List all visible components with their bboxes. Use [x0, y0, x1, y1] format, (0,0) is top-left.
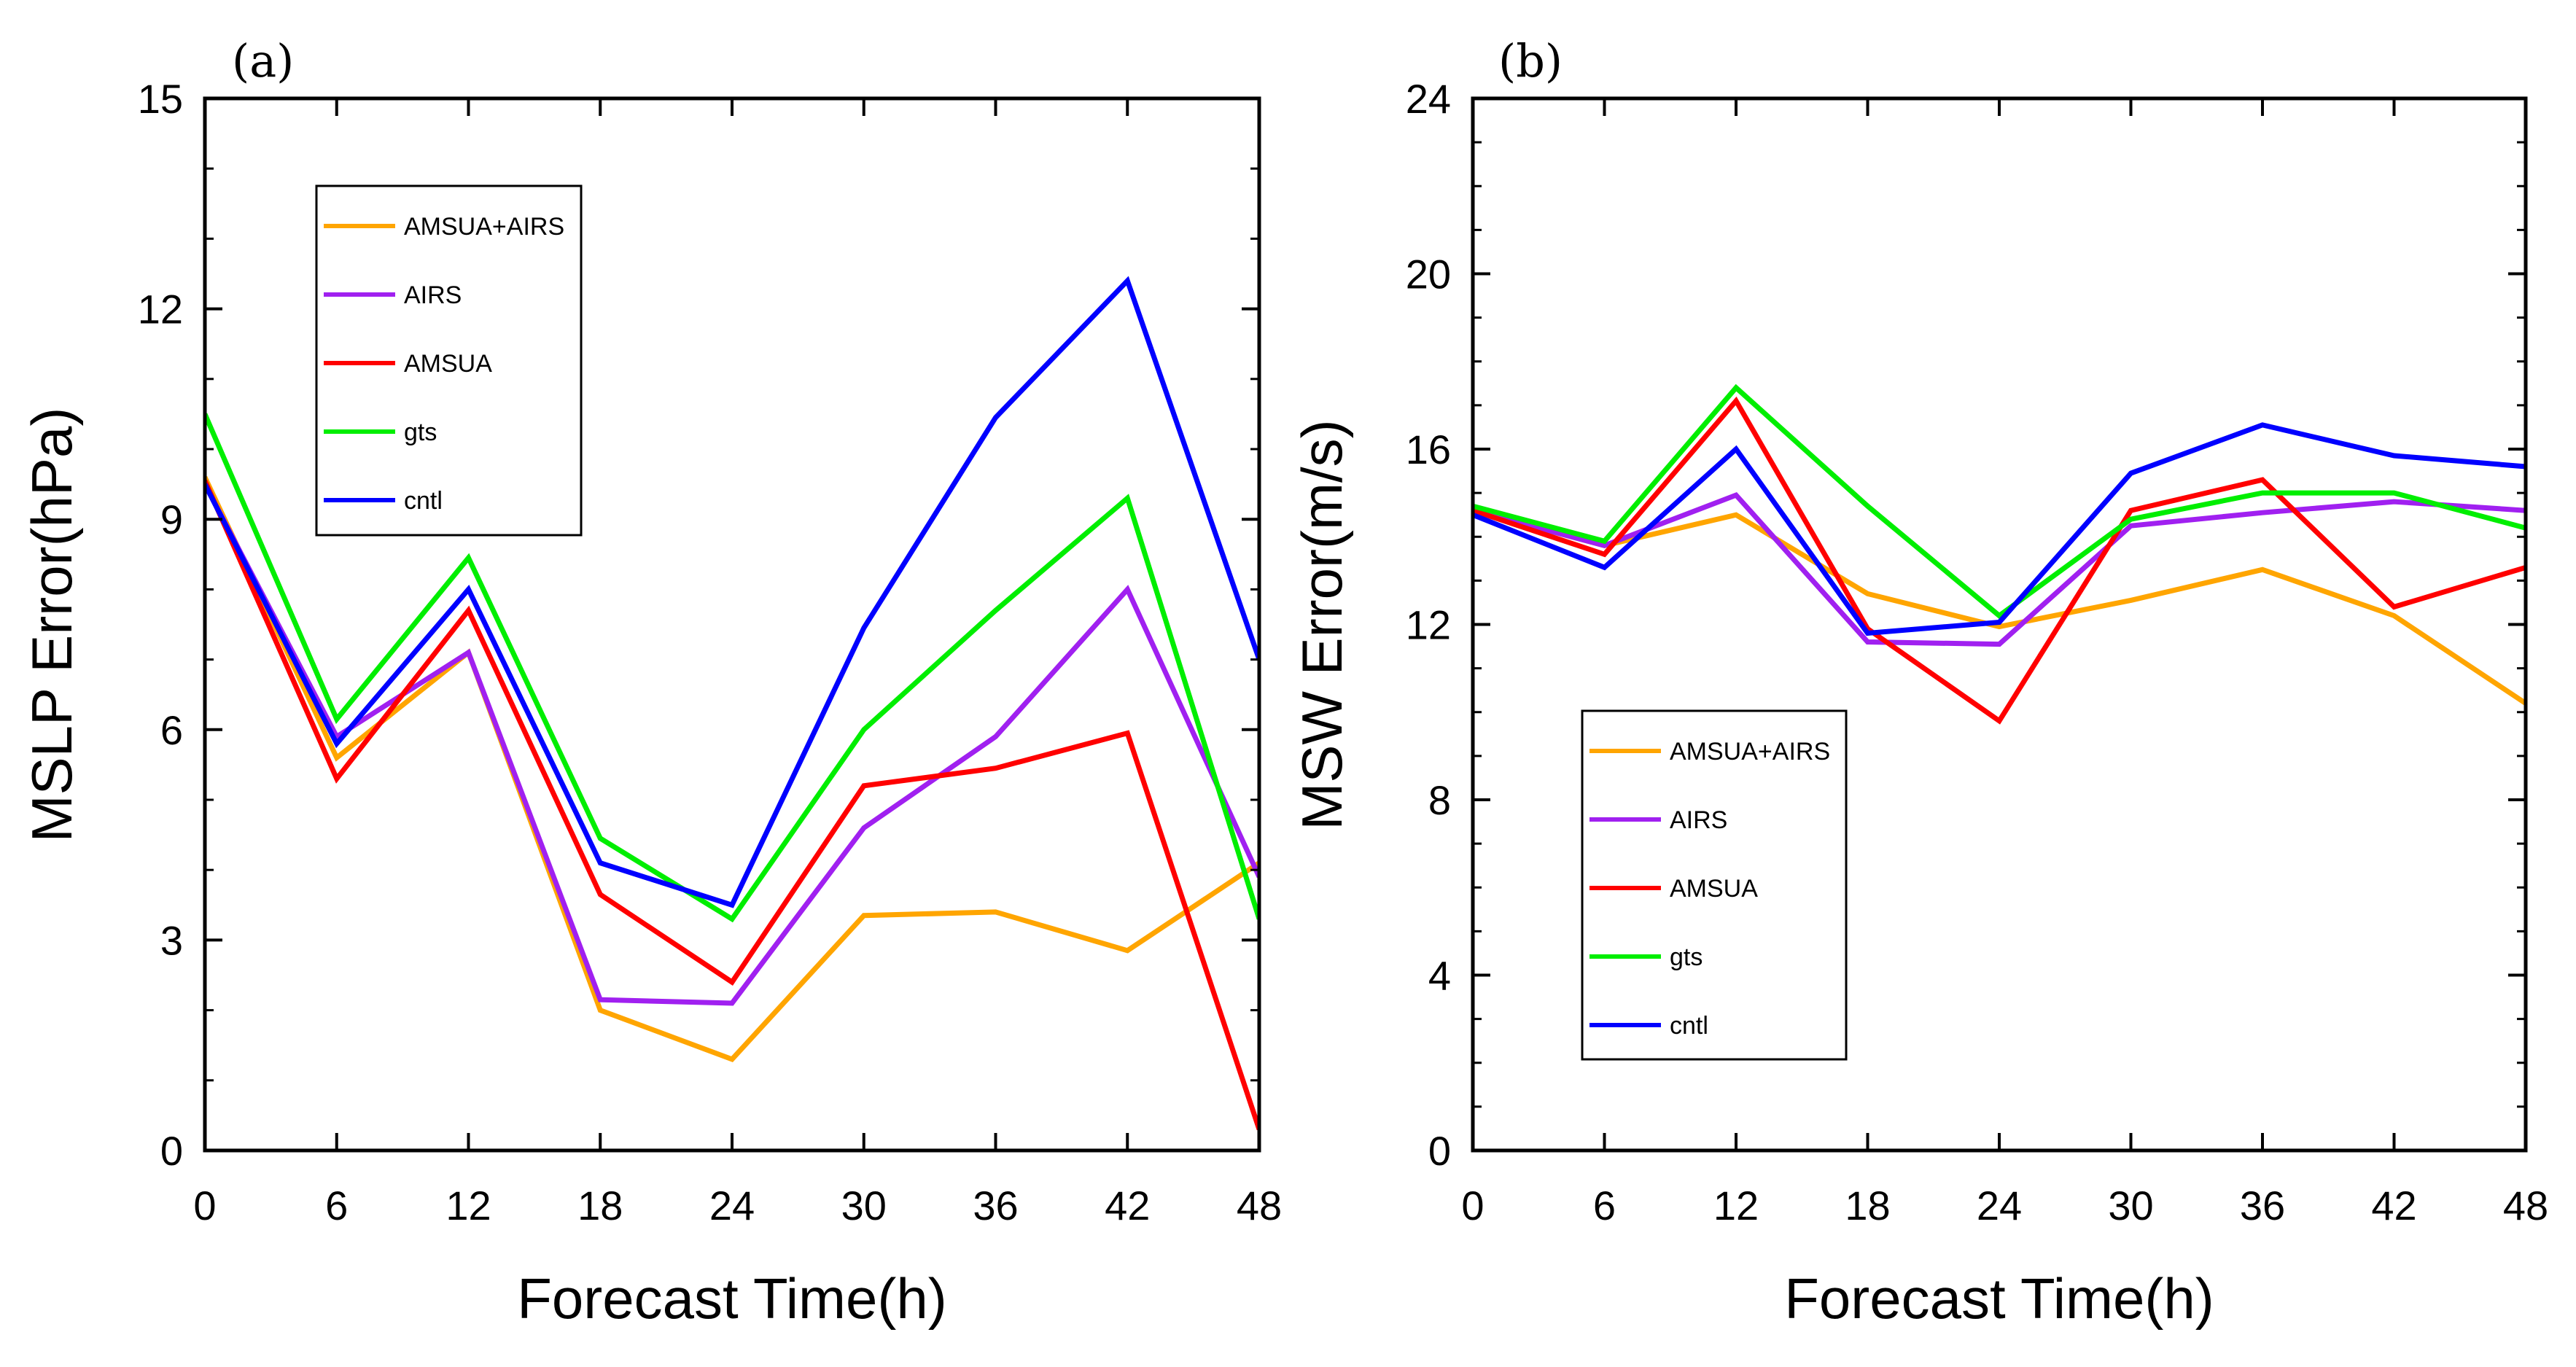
- panel-a-x-tick-label: 36: [973, 1183, 1018, 1228]
- panel-a-legend-label-cntl: cntl: [404, 487, 443, 515]
- panel-a-legend-box: [315, 184, 583, 537]
- panel-b-series-gts-line: [1473, 383, 2526, 619]
- panel-a-x-tick-label: 42: [1105, 1183, 1150, 1228]
- panel-b-y-tick-label: 12: [1406, 602, 1451, 648]
- panel-b-series-amsua-airs-line: [1473, 507, 2526, 706]
- panel-a-x-tick-label: 48: [1237, 1183, 1282, 1228]
- panel-b-series-cntl-line: [1473, 422, 2526, 636]
- panel-a-series-amsua-line: [205, 479, 1259, 1131]
- panel-a-series-amsua-airs-line: [205, 476, 1259, 1063]
- panel-a-x-tick-label: 30: [841, 1183, 887, 1228]
- panel-b-x-tick-label: 30: [2108, 1183, 2153, 1228]
- panel-b-y-tick-label: 8: [1428, 777, 1451, 823]
- panel-a-y-tick-label: 3: [160, 917, 183, 963]
- panel-b-series-amsua-line: [1473, 396, 2526, 725]
- panel-b-plot-frame: [1471, 96, 2528, 1153]
- panel-a-legend-label-gts: gts: [404, 418, 437, 446]
- panel-a-x-tick-label: 6: [325, 1183, 348, 1228]
- panel-b-x-axis-title: Forecast Time(h): [1784, 1266, 2214, 1331]
- panel-a-x-tick-label: 12: [445, 1183, 491, 1228]
- panel-b-label: (b): [1498, 34, 1563, 87]
- panel-a-y-tick-label: 12: [138, 287, 183, 332]
- panel-b-x-tick-label: 18: [1845, 1183, 1890, 1228]
- panel-b-x-tick-label: 48: [2503, 1183, 2548, 1228]
- panel-a-y-tick-label: 0: [160, 1128, 183, 1174]
- panel-a-y-tick-label: 6: [160, 707, 183, 753]
- panel-a-x-tick-label: 18: [577, 1183, 623, 1228]
- panel-b-legend-label-cntl: cntl: [1670, 1012, 1708, 1040]
- panel-a-legend-label-amsua: AMSUA: [404, 350, 492, 378]
- panel-b-legend-label-airs: AIRS: [1670, 806, 1727, 834]
- panel-a-label: (a): [232, 34, 294, 87]
- panel-b-y-tick-label: 0: [1428, 1128, 1451, 1174]
- panel-b-x-tick-label: 6: [1593, 1183, 1616, 1228]
- panel-b-y-tick-label: 20: [1406, 252, 1451, 297]
- panel-b-legend: AMSUA+AIRS AIRS AMSUA gts cntl: [1581, 709, 1848, 1061]
- panel-b-legend-label-amsua: AMSUA: [1670, 875, 1758, 903]
- panel-a-legend-label-amsua-airs: AMSUA+AIRS: [404, 213, 564, 241]
- panel-a-series-airs-line: [205, 483, 1259, 1006]
- panel-b-x-tick-label: 24: [1977, 1183, 2022, 1228]
- panel-b-legend-label-gts: gts: [1670, 943, 1703, 971]
- panel-a-legend-label-airs: AIRS: [404, 281, 462, 309]
- panel-a-y-tick-label: 15: [138, 76, 183, 122]
- panel-b-y-tick-label: 4: [1428, 953, 1451, 999]
- panel-b-series: [1473, 383, 2526, 725]
- panel-a-y-tick-label: 9: [160, 496, 183, 542]
- panel-b-x-tick-label: 12: [1713, 1183, 1759, 1228]
- panel-b-y-tick-label: 24: [1406, 76, 1451, 122]
- panel-a-legend: AMSUA+AIRS AIRS AMSUA gts cntl: [315, 184, 583, 537]
- panel-b-legend-box: [1581, 709, 1848, 1061]
- panel-b-y-tick-label: 16: [1406, 427, 1451, 472]
- panel-a-x-tick-label: 24: [709, 1183, 755, 1228]
- panel-a-series: [205, 276, 1259, 1131]
- panel-b-legend-label-amsua-airs: AMSUA+AIRS: [1670, 738, 1830, 766]
- panel-b-x-tick-label: 42: [2371, 1183, 2416, 1228]
- panel-a-x-axis-title: Forecast Time(h): [517, 1266, 946, 1331]
- panel-b-x-tick-label: 0: [1461, 1183, 1484, 1228]
- panel-b-x-tick-label: 36: [2240, 1183, 2285, 1228]
- panel-a-series-cntl-line: [205, 276, 1259, 908]
- panel-a-x-tick-label: 0: [193, 1183, 216, 1228]
- panel-a-plot-frame: [203, 96, 1261, 1153]
- panel-a-y-axis-title: MSLP Error(hPa): [20, 408, 84, 843]
- panel-b-y-axis-title: MSW Error(m/s): [1290, 419, 1354, 830]
- panel-a-series-gts-line: [205, 413, 1259, 923]
